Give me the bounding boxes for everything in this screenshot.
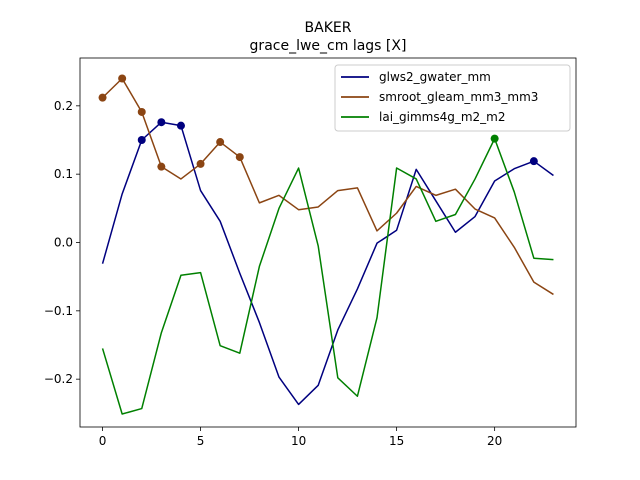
chart-title: BAKER [305, 20, 352, 36]
y-tick-label: −0.1 [44, 304, 73, 318]
series-0-marker-point [137, 136, 146, 144]
series-line-0 [101, 121, 554, 406]
y-tick-label: −0.2 [44, 372, 73, 386]
y-tick-label: 0.0 [54, 236, 73, 250]
series-2-marker-point [490, 134, 499, 143]
series-1-marker-point [98, 93, 107, 102]
axes: 0 5 10 15 20 −0.2 −0.1 0.0 0.1 0.2 [44, 57, 577, 448]
legend-box [334, 64, 571, 132]
legend-label: glws2_gwater_mm [379, 70, 491, 84]
series-1-marker-point [157, 162, 166, 171]
chart-subtitle: grace_lwe_cm lags [X] [250, 38, 407, 54]
x-tick-label: 0 [99, 434, 107, 448]
series-1-marker-point [118, 74, 127, 83]
series-line-1 [102, 77, 554, 296]
legend-label: lai_gimms4g_m2_m2 [379, 110, 506, 124]
legend: glws2_gwater_mm smroot_gleam_mm3_mm3 lai_g… [334, 64, 571, 132]
series-1-marker-point [235, 153, 244, 162]
series-0-marker-point [176, 121, 185, 130]
series-0-marker-point [529, 157, 538, 166]
x-tick-label: 15 [389, 434, 404, 448]
x-tick-label: 5 [197, 434, 205, 448]
series-line-2 [101, 137, 554, 415]
y-tick-label: 0.1 [54, 167, 73, 181]
series-0-marker-point [157, 118, 166, 127]
series-1-marker-point [196, 159, 205, 168]
x-tick-label: 10 [291, 434, 306, 448]
plot-area [98, 74, 554, 415]
y-tick-label: 0.2 [54, 99, 73, 113]
x-tick-label: 20 [487, 434, 502, 448]
legend-label: smroot_gleam_mm3_mm3 [379, 90, 538, 104]
series-1-marker-point [216, 138, 225, 147]
series-1-marker-point [137, 107, 146, 116]
